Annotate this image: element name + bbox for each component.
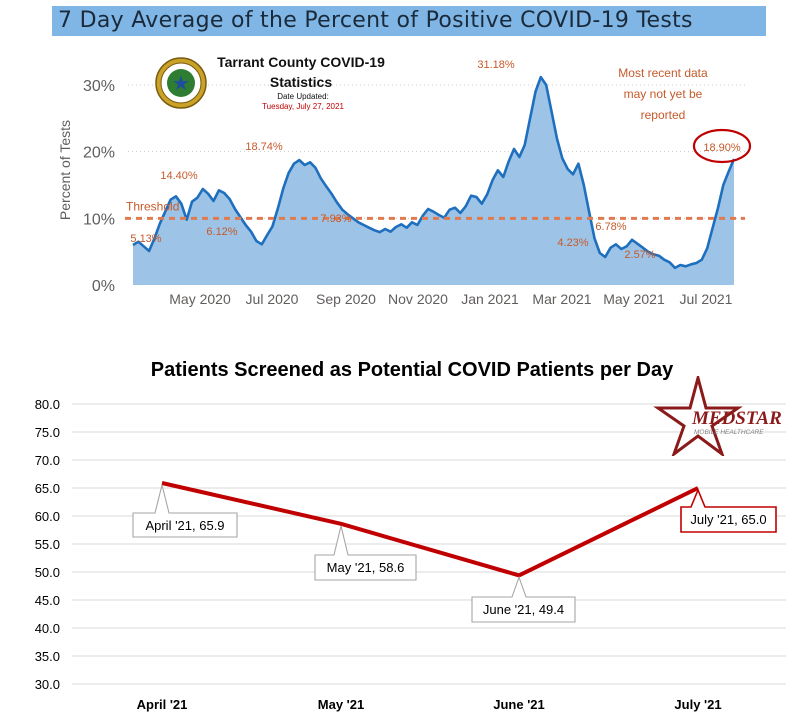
county-title-line1: Tarrant County COVID-19 [217, 54, 385, 70]
y-tick-label: 20% [83, 145, 115, 162]
chart-title: 7 Day Average of the Percent of Positive… [58, 8, 693, 33]
x-tick-label: July '21 [674, 697, 721, 712]
y-tick-label: 50.0 [35, 565, 60, 580]
medstar-logo: MEDSTAR MOBILE HEALTHCARE [653, 376, 782, 456]
y-tick-label: 30.0 [35, 677, 60, 692]
x-tick-label: Nov 2020 [388, 291, 448, 307]
point-callout-label: April '21, 65.9 [145, 518, 224, 533]
x-tick-label: May '21 [318, 697, 364, 712]
data-label: 31.18% [477, 59, 515, 71]
point-callout-label: July '21, 65.0 [690, 512, 766, 527]
y-tick-label: 70.0 [35, 453, 60, 468]
y-tick-label: 75.0 [35, 425, 60, 440]
recent-data-note-2: may not yet be [624, 87, 703, 101]
data-label: 6.12% [206, 226, 237, 238]
x-tick-label: Mar 2021 [532, 291, 591, 307]
x-tick-label: Jul 2021 [680, 291, 733, 307]
seal-inner [167, 69, 195, 97]
latest-value-highlight [692, 128, 752, 164]
y-tick-label: 35.0 [35, 649, 60, 664]
y-tick-label: 10% [83, 211, 115, 228]
data-label: 18.74% [245, 141, 283, 153]
x-tick-label: Sep 2020 [316, 291, 376, 307]
point-callout-label: June '21, 49.4 [483, 602, 564, 617]
y-tick-label: 60.0 [35, 509, 60, 524]
recent-data-note-3: reported [641, 108, 686, 122]
threshold-label: Threshold [126, 199, 179, 213]
positivity-area-fill [133, 77, 734, 285]
x-tick-label: May 2021 [603, 291, 665, 307]
y-tick-label: 55.0 [35, 537, 60, 552]
x-tick-label: Jan 2021 [461, 291, 519, 307]
county-seal: ★ [155, 57, 207, 109]
data-label: 7.93% [320, 213, 351, 225]
y-tick-label: 80.0 [35, 397, 60, 412]
y-axis-label: Percent of Tests [57, 120, 73, 220]
x-tick-label: June '21 [493, 697, 545, 712]
x-tick-label: May 2020 [169, 291, 231, 307]
date-updated-value: Tuesday, July 27, 2021 [262, 102, 344, 111]
point-callout-label: May '21, 58.6 [327, 560, 405, 575]
data-label: 5.13% [130, 233, 161, 245]
positivity-area-chart: Threshold 0% 10% 20% 30% May 2020 Jul 2020 Se… [57, 54, 752, 307]
y-tick-label: 0% [92, 278, 115, 295]
logo-subtext: MOBILE HEALTHCARE [694, 429, 764, 436]
y-tick-label: 45.0 [35, 593, 60, 608]
y-tick-label: 65.0 [35, 481, 60, 496]
data-label: 14.40% [160, 170, 198, 182]
point-callout-box [471, 575, 576, 623]
county-title-line2: Statistics [270, 74, 332, 90]
seal-star-icon: ★ [172, 71, 190, 95]
line-chart-title: Patients Screened as Potential COVID Pat… [151, 359, 674, 381]
point-callout-box [680, 487, 777, 533]
recent-data-note-1: Most recent data [618, 66, 708, 80]
chart-banner: 7 Day Average of the Percent of Positive… [52, 6, 766, 36]
x-tick-label: April '21 [137, 697, 188, 712]
data-label: 4.23% [557, 237, 588, 249]
y-tick-label: 30% [83, 78, 115, 95]
data-label: 18.90% [703, 142, 741, 154]
logo-star-icon [653, 376, 743, 456]
x-tick-label: Jul 2020 [246, 291, 299, 307]
data-label: 2.57% [624, 249, 655, 261]
data-label: 6.78% [595, 221, 626, 233]
logo-wordmark: MEDSTAR [691, 408, 782, 429]
point-callout-box [132, 484, 238, 538]
y-tick-label: 40.0 [35, 621, 60, 636]
point-callout-box [314, 525, 417, 581]
positivity-series-line [132, 75, 736, 270]
date-updated-label: Date Updated: [277, 92, 329, 101]
screened-series-line [161, 481, 699, 578]
